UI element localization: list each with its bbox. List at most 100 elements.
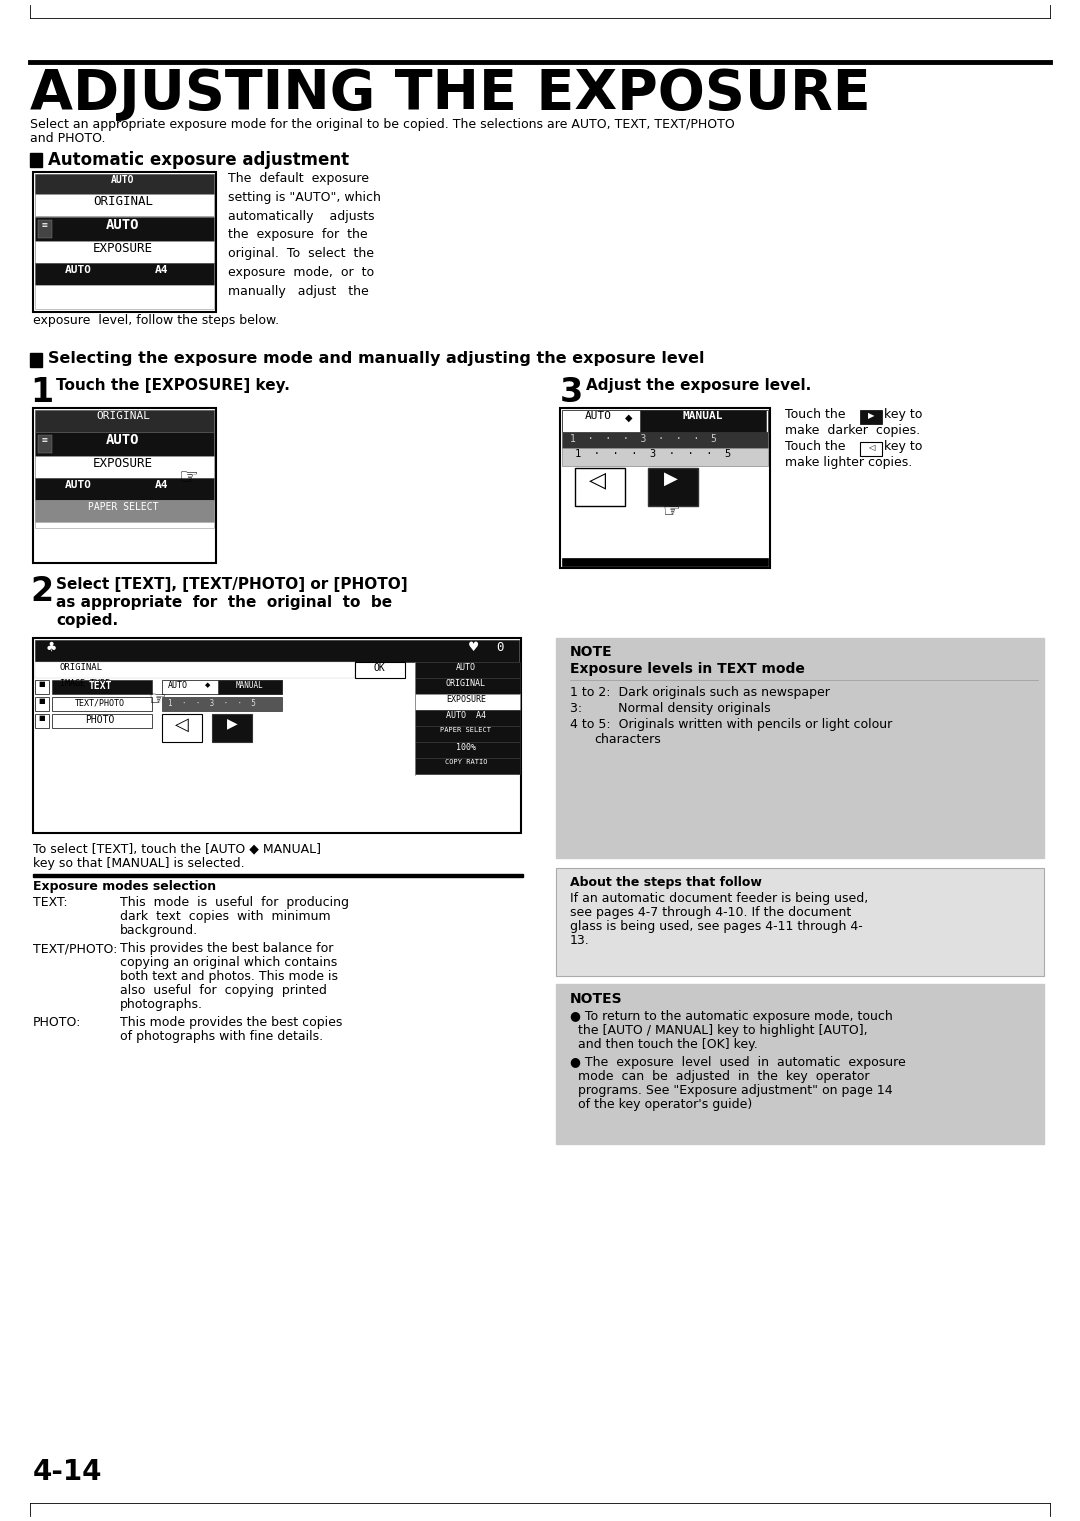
Text: Selecting the exposure mode and manually adjusting the exposure level: Selecting the exposure mode and manually… (48, 351, 704, 367)
Text: PHOTO: PHOTO (85, 715, 114, 726)
Text: ☞: ☞ (178, 468, 198, 488)
Bar (556, 868, 1044, 976)
Text: 2: 2 (30, 575, 53, 608)
Bar (355, 662, 405, 678)
Bar (35, 662, 355, 678)
Text: copied.: copied. (56, 613, 118, 628)
Text: 1  ·  ·  ·  3  ·  ·  ·  5: 1 · · · 3 · · · 5 (570, 433, 717, 444)
Text: as appropriate  for  the  original  to  be: as appropriate for the original to be (56, 595, 392, 610)
Text: ◆: ◆ (625, 414, 633, 423)
Text: Touch the: Touch the (785, 440, 846, 453)
Bar (35, 640, 519, 662)
Text: key so that [MANUAL] is selected.: key so that [MANUAL] is selected. (33, 856, 245, 870)
Text: This  mode  is  useful  for  producing: This mode is useful for producing (120, 896, 349, 910)
Text: AUTO: AUTO (456, 663, 476, 672)
Bar (35, 522, 214, 528)
Bar (33, 875, 523, 878)
Text: 3: 3 (561, 376, 583, 409)
Bar (35, 697, 49, 710)
Bar (35, 680, 49, 694)
Text: AUTO: AUTO (168, 681, 188, 691)
Text: If an automatic document feeder is being used,: If an automatic document feeder is being… (570, 891, 868, 905)
Text: glass is being used, see pages 4-11 through 4-: glass is being used, see pages 4-11 thro… (570, 920, 863, 932)
Text: NOTES: NOTES (570, 992, 623, 1005)
Bar (415, 757, 519, 774)
Text: photographs.: photographs. (120, 998, 203, 1011)
Bar (162, 680, 282, 694)
Text: ADJUSTING THE EXPOSURE: ADJUSTING THE EXPOSURE (30, 67, 870, 122)
Bar (33, 637, 521, 834)
Text: AUTO: AUTO (106, 433, 139, 447)
Text: ORIGINAL: ORIGINAL (60, 663, 103, 672)
Text: AUTO: AUTO (65, 265, 92, 275)
Text: 3:         Normal density originals: 3: Normal density originals (570, 703, 771, 715)
Bar (162, 697, 282, 710)
Text: 100%: 100% (456, 742, 476, 751)
Text: programs. See "Exposure adjustment" on page 14: programs. See "Exposure adjustment" on p… (578, 1084, 893, 1097)
Bar (35, 195, 214, 216)
Text: TEXT:: TEXT: (33, 896, 68, 910)
Bar (35, 456, 214, 478)
Text: EXPOSURE: EXPOSURE (446, 695, 486, 704)
Text: This provides the best balance for: This provides the best balance for (120, 941, 334, 955)
Bar (556, 984, 1044, 1144)
Bar (35, 478, 214, 500)
Text: ● The  exposure  level  used  in  automatic  exposure: ● The exposure level used in automatic e… (570, 1056, 906, 1069)
Text: make  darker  copies.: make darker copies. (785, 424, 920, 437)
Text: AUTO  A4: AUTO A4 (446, 710, 486, 719)
Text: Exposure levels in TEXT mode: Exposure levels in TEXT mode (570, 662, 805, 675)
Bar (35, 411, 214, 432)
Text: ● To return to the automatic exposure mode, touch: ● To return to the automatic exposure mo… (570, 1010, 893, 1024)
Bar (860, 411, 882, 424)
Bar (30, 154, 42, 167)
Text: About the steps that follow: About the steps that follow (570, 876, 761, 888)
Text: 1  ·  ·  ·  3  ·  ·  ·  5: 1 · · · 3 · · · 5 (575, 449, 731, 459)
Bar (640, 411, 766, 432)
Text: COPY RATIO: COPY RATIO (445, 759, 487, 765)
Bar (35, 432, 214, 456)
Text: Touch the [EXPOSURE] key.: Touch the [EXPOSURE] key. (56, 379, 289, 392)
Text: the [AUTO / MANUAL] key to highlight [AUTO],: the [AUTO / MANUAL] key to highlight [AU… (578, 1024, 867, 1037)
Bar (38, 435, 52, 453)
Bar (52, 697, 152, 710)
Bar (35, 263, 214, 284)
Bar (415, 678, 519, 694)
Bar (30, 353, 42, 367)
Text: key to: key to (885, 440, 922, 453)
Text: MANUAL: MANUAL (683, 411, 724, 421)
Text: Automatic exposure adjustment: Automatic exposure adjustment (48, 151, 349, 169)
Bar (33, 172, 216, 312)
Bar (415, 694, 519, 710)
Text: TEXT/PHOTO:: TEXT/PHOTO: (33, 941, 118, 955)
Text: PHOTO:: PHOTO: (33, 1016, 81, 1030)
Text: ♣: ♣ (46, 640, 57, 654)
Text: ORIGINAL: ORIGINAL (93, 195, 153, 208)
Text: ▶: ▶ (664, 470, 678, 488)
Text: ORIGINAL: ORIGINAL (446, 678, 486, 687)
Text: exposure  level, follow the steps below.: exposure level, follow the steps below. (33, 313, 279, 327)
Bar (561, 408, 770, 567)
Text: AUTO: AUTO (585, 411, 612, 421)
Bar (218, 680, 282, 694)
Text: ORIGINAL: ORIGINAL (96, 411, 150, 421)
Text: 0: 0 (496, 640, 503, 654)
Text: 4-14: 4-14 (33, 1459, 103, 1486)
Text: The  default  exposure
setting is "AUTO", which
automatically    adjusts
the  ex: The default exposure setting is "AUTO", … (228, 172, 381, 298)
Text: ▶: ▶ (227, 716, 238, 730)
Text: ◆: ◆ (205, 681, 211, 687)
Text: OK: OK (373, 663, 384, 672)
Text: ■: ■ (39, 681, 45, 687)
Text: dark  text  copies  with  minimum: dark text copies with minimum (120, 910, 330, 923)
Bar (162, 713, 202, 742)
Bar (35, 713, 49, 729)
Bar (556, 637, 1044, 858)
Text: background.: background. (120, 923, 198, 937)
Text: PAPER SELECT: PAPER SELECT (441, 727, 491, 733)
Text: and then touch the [OK] key.: and then touch the [OK] key. (578, 1037, 758, 1051)
Bar (35, 218, 214, 240)
Bar (860, 443, 882, 456)
Text: AUTO: AUTO (111, 175, 135, 186)
Bar (562, 558, 768, 566)
Text: 1: 1 (30, 376, 53, 409)
Bar (415, 710, 519, 726)
